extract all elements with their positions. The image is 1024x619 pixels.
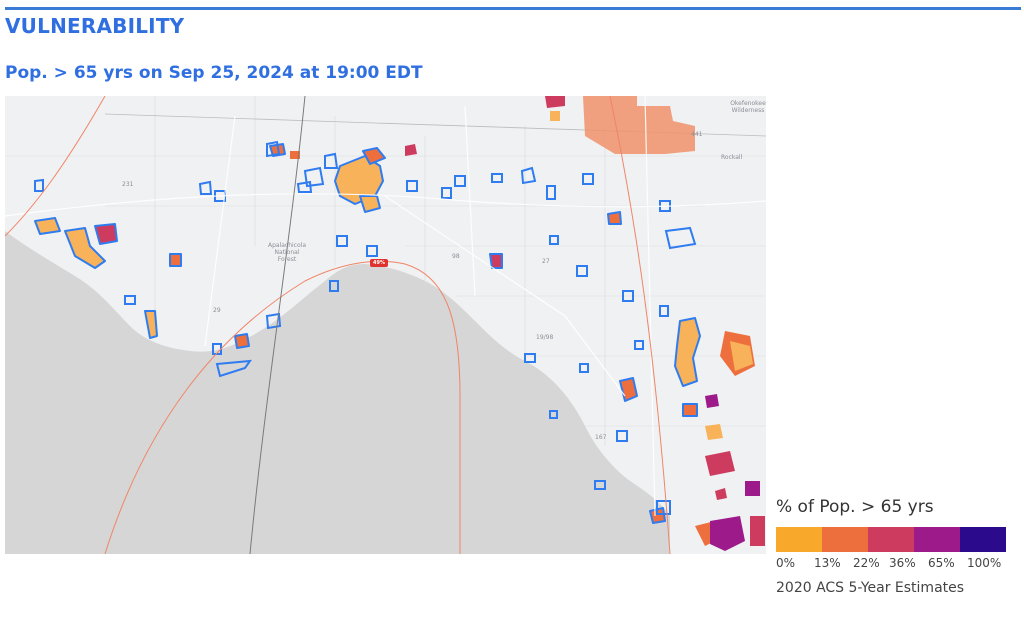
legend-tick: 22% (853, 556, 880, 570)
legend-tick: 0% (776, 556, 796, 570)
highway-shield-167: 167 (595, 434, 607, 441)
legend-title: % of Pop. > 65 yrs (776, 497, 934, 517)
map-canvas (5, 96, 766, 554)
legend-tick: 36% (889, 556, 916, 570)
legend-tick: 100% (967, 556, 1002, 570)
highway-shield-27: 27 (542, 258, 550, 265)
town-label: Rockall (721, 154, 743, 161)
highway-shield-441: 441 (691, 131, 703, 138)
map-legend: % of Pop. > 65 yrs 0% 13% 22% 36% 65% 10… (776, 497, 1016, 596)
legend-color-scale (776, 527, 1006, 552)
wilderness-label: Okefenokee Wilderness (730, 100, 766, 114)
legend-swatch-3 (914, 527, 960, 552)
forest-label: Apalachicola National Forest (267, 242, 306, 263)
data-source-note: 2020 ACS 5-Year Estimates (776, 580, 965, 596)
header-rule (5, 7, 1021, 10)
gulf-water (5, 231, 670, 554)
page-title: VULNERABILITY (5, 14, 185, 38)
legend-swatch-1 (822, 527, 868, 552)
highway-shield-231: 231 (122, 181, 134, 188)
legend-tick: 65% (928, 556, 955, 570)
track-probability-marker[interactable]: 49% (370, 259, 388, 267)
legend-swatch-0 (776, 527, 822, 552)
high-share-region-north (583, 96, 695, 154)
legend-ticks: 0% 13% 22% 36% 65% 100% (776, 556, 1012, 574)
legend-swatch-2 (868, 527, 914, 552)
legend-tick: 13% (814, 556, 841, 570)
highway-shield-98: 98 (452, 253, 460, 260)
legend-swatch-4 (960, 527, 1006, 552)
map-subtitle: Pop. > 65 yrs on Sep 25, 2024 at 19:00 E… (5, 63, 423, 83)
highway-shield-19-98: 19/98 (536, 334, 554, 341)
highway-shield-29: 29 (213, 307, 221, 314)
vulnerability-map[interactable]: 49% Apalachicola National Forest Okefeno… (5, 96, 766, 554)
high-share-tracts-southeast (290, 96, 765, 551)
